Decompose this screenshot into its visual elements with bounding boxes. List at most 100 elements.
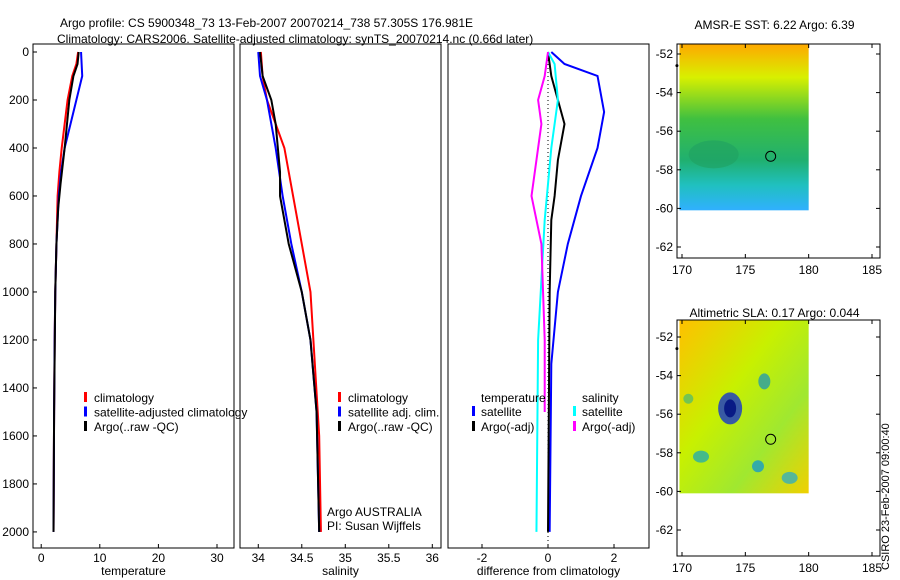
x-tick-label: 35: [339, 551, 353, 565]
legend-group-title: salinity: [582, 391, 619, 405]
legend-swatch: [338, 406, 341, 417]
x-tick-label: 170: [672, 561, 692, 575]
y-tick-label: 1000: [2, 285, 29, 299]
x-tick-label: 36: [426, 551, 440, 565]
y-tick-label: -62: [656, 240, 674, 254]
legend-swatch: [472, 406, 475, 416]
sla-feature: [724, 399, 737, 418]
y-tick-label: 1400: [2, 381, 29, 395]
y-tick-label: 0: [22, 45, 29, 59]
y-tick-label: 1200: [2, 333, 29, 347]
map-frame: [676, 43, 881, 259]
legend-label: Argo(..raw -QC): [94, 420, 179, 434]
footer-stamp: CSIRO 23-Feb-2007 09:00:40: [880, 423, 892, 570]
series-line-climatology: [52, 51, 80, 532]
y-tick-label: 1800: [2, 477, 29, 491]
x-tick-label: 180: [799, 561, 819, 575]
title-line-1: Argo profile: CS 5900348_73 13-Feb-2007 …: [60, 16, 473, 30]
float-position-marker: [765, 150, 777, 162]
profile-panel-1: 0 10 20 30 0 200 400 600 800 1000 1200 1400 1600 1800…: [2, 43, 247, 578]
x-tick-label: -2: [477, 551, 488, 565]
legend-group-title: temperature: [481, 391, 546, 405]
x-axis-label: temperature: [101, 564, 166, 578]
x-tick-label: 10: [93, 551, 107, 565]
y-tick-label: -58: [656, 446, 674, 460]
legend-swatch: [573, 421, 576, 431]
sla-feature: [693, 450, 709, 463]
legend-swatch: [84, 406, 87, 417]
sst-feature: [688, 140, 739, 169]
legend-swatch: [338, 421, 341, 431]
x-tick-label: 30: [210, 551, 224, 565]
x-tick-label: 34.5: [290, 551, 314, 565]
map-panel-2: Altimetric SLA: 0.17 Argo: 0.044 170 175 18…: [656, 306, 883, 575]
y-tick-label: -60: [656, 484, 674, 498]
y-tick-label: 1600: [2, 429, 29, 443]
series-line-temperature-satellite: [548, 51, 606, 532]
y-tick-label: -62: [656, 523, 674, 537]
map-frame: [676, 319, 881, 557]
x-tick-label: 20: [152, 551, 166, 565]
y-tick-label: -54: [656, 86, 674, 100]
y-tick-label: -58: [656, 163, 674, 177]
x-tick-label: 180: [799, 263, 819, 277]
map-title: Altimetric SLA: 0.17 Argo: 0.044: [689, 306, 859, 320]
legend-label: satellite: [481, 405, 522, 419]
y-tick-label: -56: [656, 407, 674, 421]
legend-swatch: [84, 392, 87, 402]
legend-label: Argo(-adj): [582, 420, 635, 434]
y-tick-label: 600: [9, 189, 29, 203]
map-field-image: [679, 44, 809, 211]
annotation: PI: Susan Wijffels: [327, 519, 421, 533]
axes-frame: [239, 43, 442, 549]
y-tick-label: -54: [656, 369, 674, 383]
sla-feature: [683, 393, 694, 404]
series-line-temperature-argo-adj-: [547, 51, 566, 532]
y-tick-label: 200: [9, 93, 29, 107]
sla-feature: [781, 471, 798, 484]
profile-panel-2: 34 34.5 35 35.5 36 salinity climatologysatelli…: [239, 43, 442, 578]
series-line-argo-raw-qc-: [259, 51, 321, 532]
reference-point-marker: [675, 64, 679, 68]
sla-feature: [752, 460, 764, 473]
x-tick-label: 34: [252, 551, 266, 565]
x-tick-label: 170: [672, 263, 692, 277]
x-tick-label: 185: [862, 561, 882, 575]
y-tick-label: 2000: [2, 525, 29, 539]
sla-feature: [758, 373, 771, 390]
y-tick-label: -60: [656, 201, 674, 215]
map-field-image: [679, 320, 809, 494]
legend-label: climatology: [94, 391, 154, 405]
legend-label: climatology: [348, 391, 408, 405]
axes-frame: [32, 43, 235, 549]
legend-swatch: [573, 406, 576, 416]
x-tick-label: 0: [545, 551, 552, 565]
y-tick-label: 400: [9, 141, 29, 155]
series-line-salinity-satellite: [535, 51, 559, 532]
map-title: AMSR-E SST: 6.22 Argo: 6.39: [694, 18, 854, 32]
x-tick-label: 35.5: [377, 551, 401, 565]
x-axis-label: difference from climatology: [477, 564, 620, 578]
x-tick-label: 175: [735, 561, 755, 575]
title-line-2: Climatology: CARS2006. Satellite-adjuste…: [57, 32, 533, 46]
legend-label: satellite adj. clim.: [348, 406, 439, 420]
annotation: Argo AUSTRALIA: [327, 505, 422, 519]
x-tick-label: 185: [862, 263, 882, 277]
x-tick-label: 2: [611, 551, 618, 565]
y-tick-label: -52: [656, 330, 674, 344]
legend-swatch: [472, 421, 475, 431]
series-line-argo-raw-qc-: [52, 51, 80, 532]
legend-label: satellite-adjusted climatology: [94, 406, 247, 420]
y-tick-label: 800: [9, 237, 29, 251]
x-tick-label: 175: [735, 263, 755, 277]
float-position-marker: [765, 433, 777, 445]
series-line-climatology: [259, 51, 322, 532]
series-line-salinity-argo-adj-: [530, 51, 549, 412]
legend-swatch: [338, 392, 341, 402]
map-panel-1: AMSR-E SST: 6.22 Argo: 6.39 170 175 180 185 -…: [656, 18, 883, 277]
legend-label: Argo(..raw -QC): [348, 420, 433, 434]
legend-swatch: [84, 421, 87, 431]
x-tick-label: 0: [38, 551, 45, 565]
